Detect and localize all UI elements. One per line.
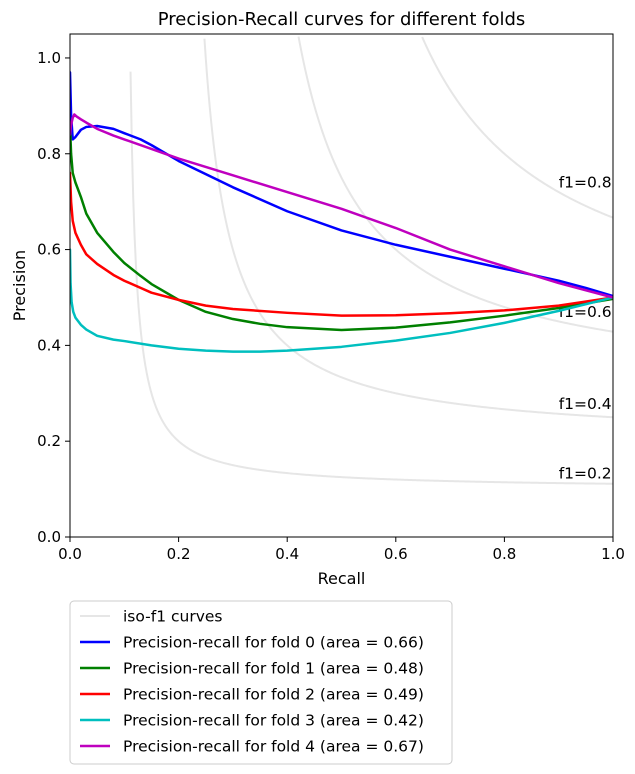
iso-f1-curve-3 xyxy=(421,36,613,219)
y-tick-label-4: 0.8 xyxy=(37,145,61,163)
legend-box xyxy=(69,600,453,765)
legend: iso-f1 curves Precision-recall for fold 0… xyxy=(69,600,453,765)
chart-title: Precision-Recall curves for different fo… xyxy=(158,9,526,30)
y-tick-label-1: 0.2 xyxy=(37,432,61,450)
series-line-fold-0 xyxy=(70,71,613,298)
y-tick-label-3: 0.6 xyxy=(37,241,61,259)
x-axis-label: Recall xyxy=(318,569,366,588)
legend-label-5: Precision-recall for fold 4 (area = 0.67… xyxy=(123,738,424,756)
x-tick-label-1: 0.2 xyxy=(167,545,191,563)
series-line-fold-4 xyxy=(70,113,613,299)
series-line-fold-1 xyxy=(70,123,613,332)
legend-label-1: Precision-recall for fold 0 (area = 0.66… xyxy=(123,634,424,652)
iso-f1-labels: f1=0.2f1=0.4f1=0.6f1=0.8 xyxy=(559,174,612,483)
iso-f1-label-0: f1=0.2 xyxy=(559,465,612,483)
series-line-fold-2 xyxy=(70,171,613,317)
y-axis-label: Precision xyxy=(10,250,29,321)
x-tick-label-0: 0.0 xyxy=(58,545,82,563)
legend-label-2: Precision-recall for fold 1 (area = 0.48… xyxy=(123,660,424,678)
iso-f1-curve-2 xyxy=(297,36,613,333)
series-line-fold-3 xyxy=(70,248,613,353)
legend-label-3: Precision-recall for fold 2 (area = 0.49… xyxy=(123,686,424,704)
iso-f1-curve-1 xyxy=(203,38,613,419)
iso-f1-label-1: f1=0.4 xyxy=(559,395,612,413)
y-tick-label-0: 0.0 xyxy=(37,528,61,546)
y-tick-label-2: 0.4 xyxy=(37,336,61,354)
x-tick-label-5: 1.0 xyxy=(601,545,625,563)
legend-label-0: iso-f1 curves xyxy=(123,608,223,626)
x-axis: 0.0 0.2 0.4 0.6 0.8 1.0 xyxy=(58,537,625,563)
y-tick-label-5: 1.0 xyxy=(37,49,61,67)
pr-curves xyxy=(70,71,613,353)
x-tick-label-3: 0.6 xyxy=(384,545,408,563)
plot-frame xyxy=(69,33,614,538)
x-tick-label-4: 0.8 xyxy=(492,545,516,563)
x-tick-label-2: 0.4 xyxy=(275,545,299,563)
iso-f1-label-3: f1=0.8 xyxy=(559,174,612,192)
y-axis: 0.0 0.2 0.4 0.6 0.8 1.0 xyxy=(37,49,70,546)
iso-f1-curves xyxy=(129,36,613,485)
iso-f1-curve-0 xyxy=(129,71,613,485)
legend-label-4: Precision-recall for fold 3 (area = 0.42… xyxy=(123,712,424,730)
